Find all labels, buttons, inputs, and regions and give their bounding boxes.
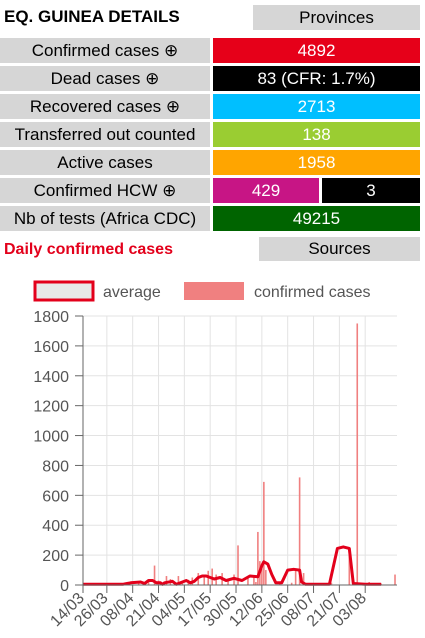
confirmed-bar [302,573,305,585]
average-line [83,545,382,586]
recovered-label[interactable]: Recovered cases ⊕ [0,94,210,119]
y-tick-label: 1000 [33,429,69,446]
daily-cases-chart: average confirmed cases 0 200 400 600 800 1000… [33,280,397,630]
hcw-label[interactable]: Confirmed HCW ⊕ [0,178,210,203]
confirmed-bar [380,583,382,585]
stat-row-active: Active cases 1958 [0,150,425,175]
confirmed-bar [265,570,267,585]
confirmed-bar [290,582,293,585]
transferred-label: Transferred out counted [0,122,210,147]
confirmed-bar [247,576,249,585]
y-tick-label: 1400 [33,369,69,386]
legend-confirmed-label: confirmed cases [254,284,371,301]
page-title: EQ. GUINEA DETAILS [4,7,180,26]
legend-average-swatch [33,280,95,302]
hcw-value: 429 [213,178,319,203]
confirmed-bar [356,323,359,585]
confirmed-bar [147,582,150,585]
transferred-value: 138 [213,122,420,147]
confirmed-bar [255,582,257,585]
recovered-value: 2713 [213,94,420,119]
stat-row-dead: Dead cases ⊕ 83 (CFR: 1.7%) [0,66,425,91]
confirmed-bar [237,545,239,585]
y-tick-label: 200 [42,548,69,565]
stat-row-tests: Nb of tests (Africa CDC) 49215 [0,206,425,231]
stat-row-hcw: Confirmed HCW ⊕ 429 3 [0,178,425,203]
tests-value: 49215 [213,206,420,231]
dead-label[interactable]: Dead cases ⊕ [0,66,210,91]
confirmed-bar [348,550,351,585]
stat-row-recovered: Recovered cases ⊕ 2713 [0,94,425,119]
tests-label: Nb of tests (Africa CDC) [0,206,210,231]
y-tick-label: 1800 [33,309,69,326]
confirmed-bar [263,481,265,585]
active-label: Active cases [0,150,210,175]
confirmed-bar [298,477,301,585]
y-tick-label: 400 [42,518,69,535]
y-tick-label: 600 [42,488,69,505]
legend-average-label: average [103,284,161,301]
sources-button[interactable]: Sources [259,237,420,261]
y-tick-label: 0 [60,578,69,595]
legend-confirmed-swatch [184,282,244,300]
confirmed-bar [203,577,206,585]
y-tick-label: 1200 [33,399,69,416]
confirmed-bar [330,582,333,585]
stat-row-confirmed: Confirmed cases ⊕ 4892 [0,38,425,63]
confirmed-bar [227,579,229,585]
confirmed-bar [394,574,396,585]
confirmed-bar [294,568,297,585]
confirmed-bar [153,565,156,585]
confirmed-label[interactable]: Confirmed cases ⊕ [0,38,210,63]
y-tick-label: 1600 [33,339,69,356]
confirmed-bar [253,577,255,585]
active-value: 1958 [213,150,420,175]
confirmed-bar [165,576,168,585]
provinces-button[interactable]: Provinces [253,5,420,30]
hcw-deaths-value: 3 [322,178,420,203]
confirmed-value: 4892 [213,38,420,63]
confirmed-bar [261,568,263,585]
confirmed-bar [177,576,180,585]
stat-row-transferred: Transferred out counted 138 [0,122,425,147]
confirmed-bar [257,531,259,585]
dead-value: 83 (CFR: 1.7%) [213,66,420,91]
y-tick-label: 800 [42,458,69,475]
daily-cases-title: Daily confirmed cases [4,241,173,258]
